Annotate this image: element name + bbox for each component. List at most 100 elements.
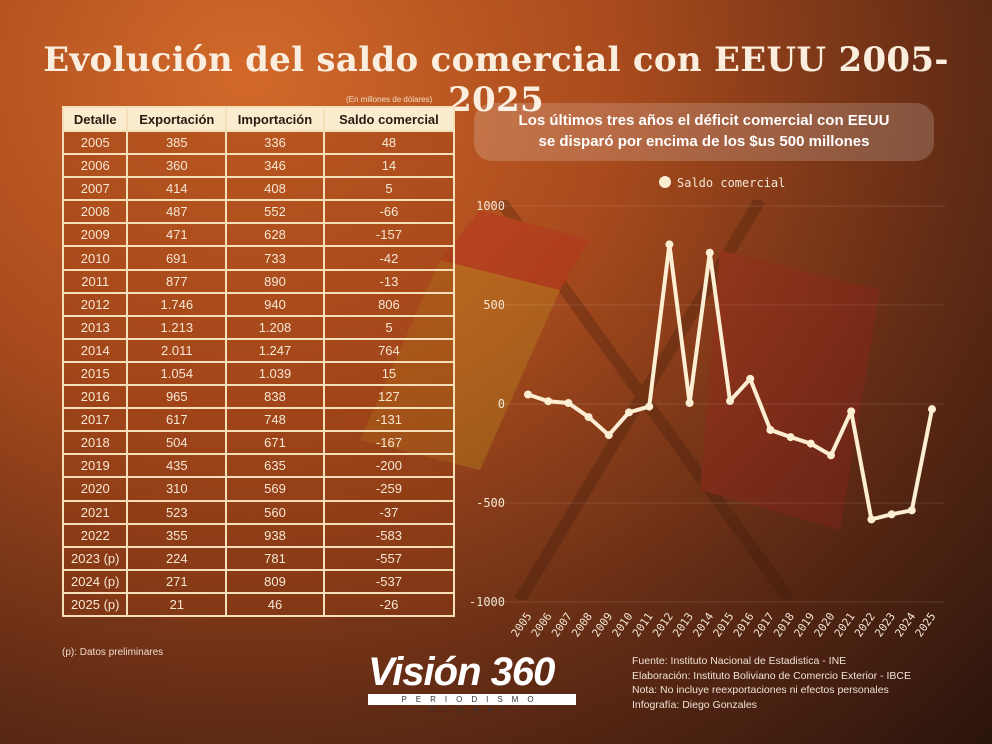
x-tick-label: 2012 [650,610,676,639]
table-cell: 15 [322,360,456,387]
x-tick-label: 2022 [852,610,878,639]
headline-banner: Los últimos tres años el déficit comerci… [474,103,934,161]
table-cell: 504 [126,430,228,456]
data-point [564,399,573,408]
data-point [786,433,795,442]
table-cell: 346 [225,153,325,179]
table-cell: -13 [322,268,456,294]
table-cell: 2025 (p) [61,591,129,617]
table-cell: 224 [126,545,228,571]
table-cell: -131 [322,407,456,433]
data-point [726,397,734,406]
data-point [847,407,856,416]
credit-elaboration: Elaboración: Instituto Boliviano de Come… [632,669,911,682]
table-row: 2012 1.746 940 806 [61,291,456,317]
x-tick-label: 2008 [569,610,595,639]
table-cell: 560 [225,499,325,525]
table-cell: 890 [225,268,325,294]
table-cell: 552 [225,199,325,225]
column-header: Exportación [126,106,228,132]
table-cell: 414 [126,176,228,202]
data-point [645,402,654,411]
table-cell: 2024 (p) [61,568,129,594]
table-row: 2007 414 408 5 [61,176,456,202]
crossed-flags-background [360,200,880,600]
table-cell: -37 [322,499,456,525]
table-cell: 965 [126,384,228,410]
y-tick-label: -500 [476,496,505,510]
table-row: 2017 617 748 -131 [61,407,456,433]
data-point [685,399,694,408]
table-cell: 1.208 [225,314,325,340]
table-cell: 838 [225,384,325,410]
x-tick-label: 2010 [610,610,636,639]
x-tick-label: 2011 [630,610,656,639]
table-cell: 2017 [61,407,129,433]
table-cell: -583 [322,522,456,548]
data-point [544,397,553,406]
table-cell: 1.213 [126,314,228,340]
table-cell: -259 [322,476,456,502]
data-point [705,248,714,257]
table-cell: 2012 [61,291,129,317]
legend-marker [659,176,671,188]
banner-line-1: Los últimos tres años el déficit comerci… [518,112,890,129]
table-row: 2019 435 635 -200 [61,453,456,479]
table-cell: 2022 [61,522,129,548]
x-tick-label: 2019 [791,610,817,639]
table-row: 2015 1.054 1.039 15 [61,360,456,387]
data-point [887,510,896,519]
table-cell: 2010 [61,245,129,271]
table-cell: 21 [126,591,228,617]
table-cell: -167 [322,430,456,456]
table-cell: 2013 [61,314,129,340]
table-cell: 806 [322,291,456,317]
table-cell: 310 [126,476,228,502]
x-tick-label: 2023 [872,610,898,639]
table-row: 2020 310 569 -259 [61,476,456,502]
table-row: 2023 (p) 224 781 -557 [61,545,456,571]
table-cell: 733 [225,245,325,271]
table-cell: 2011 [61,268,129,294]
table-cell: 628 [225,222,325,248]
table-row: 2021 523 560 -37 [61,499,456,525]
x-tick-label: 2025 [913,610,939,639]
table-row: 2006 360 346 14 [61,153,456,179]
table-cell: 271 [126,568,228,594]
table-cell: 691 [126,245,228,271]
table-cell: 2020 [61,476,129,502]
logo-name: Visión 360 [368,650,555,694]
table-row: 2010 691 733 -42 [61,245,456,271]
table-row: 2014 2.011 1.247 764 [61,337,456,363]
credit-infographic: Infografía: Diego Gonzales [632,698,757,711]
table-cell: -157 [322,222,456,248]
x-tick-label: 2006 [529,610,555,639]
column-header: Detalle [61,106,129,132]
table-cell: -557 [322,545,456,571]
table-cell: 2007 [61,176,129,202]
table-row: 2009 471 628 -157 [61,222,456,248]
table-row: 2025 (p) 21 46 -26 [61,591,456,617]
x-tick-label: 2013 [670,610,696,639]
credits: Fuente: Instituto Nacional de Estadistic… [632,654,911,712]
table-cell: 2.011 [126,337,228,363]
table-row: 2005 385 336 48 [61,129,456,156]
table-cell: -26 [322,591,456,617]
column-header: Importación [225,106,325,132]
table-cell: 471 [126,222,228,248]
table-cell: 2009 [61,222,129,248]
table-cell: 355 [126,522,228,548]
table-cell: 5 [322,176,456,202]
table-row: 2013 1.213 1.208 5 [61,314,456,340]
x-tick-label: 2020 [812,610,838,639]
y-tick-label: 0 [498,397,505,411]
table-cell: 1.746 [126,291,228,317]
x-tick-label: 2014 [690,610,716,639]
table-cell: 5 [322,314,456,340]
legend-label: Saldo comercial [677,176,785,190]
credit-note: Nota: No incluye reexportaciones ni efec… [632,684,889,696]
data-point [827,451,835,460]
table-cell: 127 [322,384,456,410]
table-cell: 2019 [61,453,129,479]
